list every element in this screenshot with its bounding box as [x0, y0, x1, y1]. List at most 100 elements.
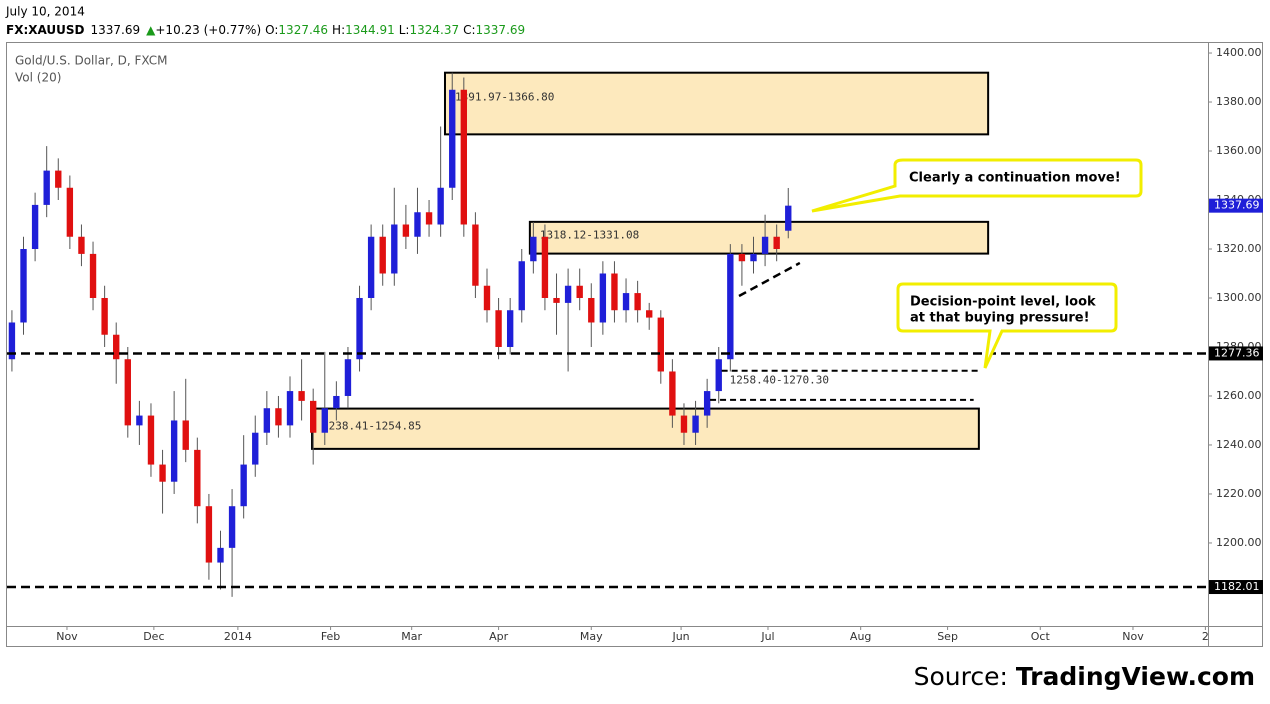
y-tick-label: 1360.00: [1216, 144, 1262, 157]
x-tick-label: Nov: [1122, 630, 1144, 643]
candle-body: [785, 205, 792, 231]
candle-body: [506, 310, 514, 347]
callout-text: at that buying pressure!: [910, 311, 1090, 326]
candle-body: [136, 415, 143, 426]
candle-body: [228, 506, 236, 548]
candle-body: [553, 297, 560, 303]
candle-body: [414, 212, 421, 237]
y-tick-label: 1300.00: [1216, 291, 1262, 304]
candle-body: [483, 285, 491, 311]
candle-body: [252, 432, 259, 465]
y-tick-label: 1400.00: [1216, 46, 1262, 59]
last: 1337.69: [91, 23, 141, 37]
change: +10.23 (+0.77%): [155, 23, 261, 37]
x-tick-label: Dec: [143, 630, 164, 643]
candle-body: [599, 273, 607, 323]
symbol: FX:XAUUSD: [6, 23, 85, 37]
candle-body: [773, 236, 780, 249]
trendline: [738, 261, 801, 298]
o-value: 1327.46: [278, 23, 328, 37]
candle-body: [680, 415, 688, 433]
candle-body: [66, 187, 74, 237]
quote-line: FX:XAUUSD 1337.69 ▲+10.23 (+0.77%) O:1327.4…: [6, 23, 525, 37]
callout: Decision-point level, look at that buyin…: [896, 282, 1118, 369]
indicator: Vol (20): [15, 71, 61, 85]
levels-label: 1258.40-1270.30: [730, 374, 829, 387]
candle-body: [20, 248, 27, 323]
callout-box: [811, 158, 1143, 213]
candle-body: [646, 310, 653, 318]
callout-box: [896, 282, 1118, 369]
l-value: 1324.37: [409, 23, 459, 37]
x-tick-label: Aug: [850, 630, 871, 643]
y-tick-label: 1320.00: [1216, 242, 1262, 255]
candle-body: [89, 253, 97, 298]
source-prefix: Source:: [914, 662, 1016, 691]
x-tick-label: Oct: [1031, 630, 1051, 643]
candle-body: [437, 187, 444, 225]
c-label: C:: [463, 23, 475, 37]
last-price-box: [1209, 198, 1263, 213]
candle-body: [298, 391, 305, 401]
candle-body: [182, 420, 189, 450]
candle-body: [205, 506, 213, 563]
x-tick-label: Feb: [321, 630, 340, 643]
candle-body: [530, 236, 537, 262]
candle-body: [333, 395, 340, 409]
l-label: L:: [399, 23, 410, 37]
source: Source: TradingView.com: [914, 662, 1255, 691]
candle-body: [43, 170, 50, 205]
candle-body: [113, 334, 120, 360]
price-label: 1277.36: [1214, 346, 1260, 359]
zone-label: 1391.97-1366.80: [455, 91, 554, 104]
candle-body: [101, 297, 108, 335]
price-label-box: [1209, 580, 1263, 595]
y-tick-label: 1380.00: [1216, 95, 1262, 108]
zone: [311, 407, 980, 450]
candle-body: [611, 273, 618, 311]
plot: 1200.001220.001240.001260.001280.001300.…: [7, 46, 1263, 643]
candle-body: [425, 212, 433, 225]
candle-body: [518, 261, 525, 311]
candle-body: [460, 89, 468, 225]
candle-body: [8, 322, 16, 360]
candle-body: [147, 415, 155, 465]
candle-body: [715, 359, 722, 392]
candle-body: [576, 285, 583, 298]
candle-body: [124, 359, 131, 426]
candle-body: [657, 317, 664, 372]
y-tick-label: 1260.00: [1216, 389, 1262, 402]
candle-body: [738, 253, 746, 262]
candle-body: [402, 224, 410, 237]
candle-body: [692, 415, 699, 433]
last-price-label: 1337.69: [1214, 199, 1260, 212]
candle-body: [310, 400, 317, 433]
callout-text: Decision-point level, look: [910, 295, 1096, 310]
candle-body: [170, 420, 178, 482]
candle-body: [541, 236, 549, 298]
zone-label: 1318.12-1331.08: [540, 229, 639, 242]
y-tick-label: 1200.00: [1216, 536, 1262, 549]
h-value: 1344.91: [345, 23, 395, 37]
x-tick-label: Apr: [489, 630, 509, 643]
candle-body: [703, 391, 711, 416]
x-tick-label: May: [580, 630, 603, 643]
candle-body: [727, 253, 734, 360]
candle-body: [55, 170, 62, 188]
x-tick-label: 2: [1202, 630, 1209, 643]
candle-body: [564, 285, 572, 303]
candle-body: [449, 89, 456, 188]
candle-body: [379, 236, 386, 274]
candle-body: [344, 359, 352, 396]
frame: [6, 42, 1263, 647]
candle-body: [78, 236, 85, 254]
candle-body: [761, 236, 769, 254]
x-tick-label: Jun: [671, 630, 689, 643]
candle-body: [275, 408, 282, 426]
candle-body: [472, 224, 479, 286]
candle-body: [194, 449, 201, 507]
price-label-box: [1209, 346, 1263, 361]
x-tick-label: 2014: [224, 630, 252, 643]
callout: Clearly a continuation move!: [811, 158, 1143, 213]
candle-body: [634, 293, 641, 311]
